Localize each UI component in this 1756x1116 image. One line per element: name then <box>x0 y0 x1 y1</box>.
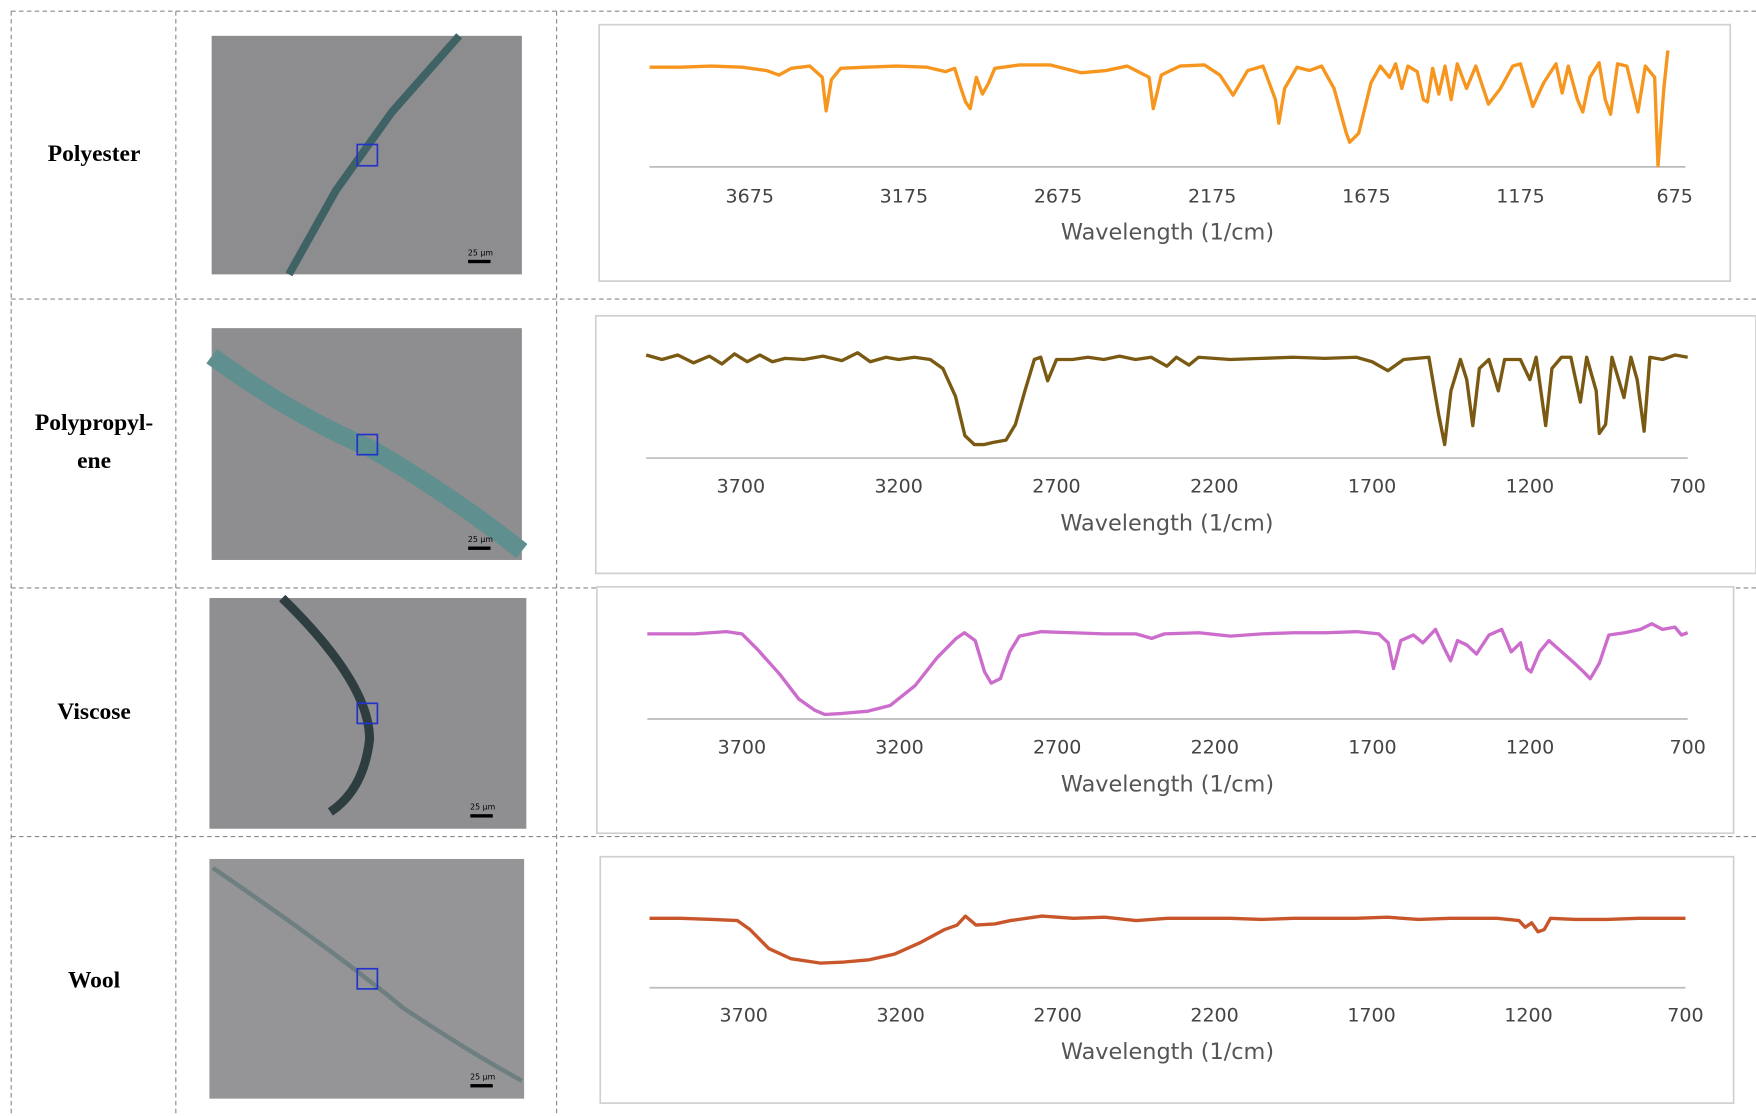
scale-bar <box>468 546 491 550</box>
x-axis-title: Wavelength (1/cm) <box>1061 219 1274 245</box>
micrograph <box>211 35 522 275</box>
x-axis-title: Wavelength (1/cm) <box>1061 772 1274 798</box>
x-tick-label: 2200 <box>1191 737 1239 759</box>
spectrum-line <box>649 50 1670 168</box>
roi <box>356 433 379 456</box>
x-tick-label: 3675 <box>726 186 774 208</box>
x-tick-label: 3700 <box>718 737 766 759</box>
x-tick-label: 2200 <box>1190 1004 1238 1026</box>
x-tick-label: 1200 <box>1504 1004 1552 1026</box>
x-tick-label: 3175 <box>880 186 928 208</box>
spectrum-line <box>645 351 1688 447</box>
x-tick-label: 1700 <box>1347 1004 1395 1026</box>
micrographs <box>206 33 528 1099</box>
fiber <box>279 594 375 816</box>
fiber <box>206 348 528 559</box>
x-tick-label: 3200 <box>874 476 922 498</box>
x-tick-label: 2700 <box>1032 476 1080 498</box>
x-tick-label: 1200 <box>1506 476 1554 498</box>
x-tick-label: 1175 <box>1496 186 1544 208</box>
scale-label: 25 µm <box>468 248 493 257</box>
fiber <box>211 866 523 1083</box>
row-label: Wool <box>68 968 121 994</box>
scale-label: 25 µm <box>468 535 493 544</box>
chart-frame <box>596 585 1735 835</box>
x-tick-label: 2675 <box>1034 186 1082 208</box>
scale-bar <box>470 814 493 818</box>
chart-frame <box>598 23 1732 282</box>
x-tick-label: 3200 <box>876 1004 924 1026</box>
roi <box>356 967 379 990</box>
fiber <box>285 33 463 277</box>
row-label: Viscose <box>57 699 131 725</box>
x-tick-label: 2200 <box>1190 476 1238 498</box>
x-tick-label: 2700 <box>1033 1004 1081 1026</box>
x-tick-label: 1675 <box>1342 186 1390 208</box>
scale-label: 25 µm <box>470 1073 495 1082</box>
roi <box>356 143 379 167</box>
scale-bar <box>470 1084 493 1088</box>
row-label: Polypropyl- <box>35 410 153 436</box>
x-tick-label: 2700 <box>1033 737 1081 759</box>
chart-frame <box>599 855 1735 1104</box>
x-tick-label: 1200 <box>1506 737 1554 759</box>
x-tick-label: 700 <box>1670 476 1706 498</box>
x-tick-label: 675 <box>1657 186 1693 208</box>
x-tick-label: 1700 <box>1348 476 1396 498</box>
x-tick-label: 3200 <box>875 737 923 759</box>
roi <box>356 702 379 725</box>
row-label: Polyester <box>48 141 141 167</box>
x-tick-label: 3700 <box>717 476 765 498</box>
scale-label: 25 µm <box>470 803 495 812</box>
spectrum-line <box>649 914 1686 965</box>
x-tick-label: 2175 <box>1188 186 1236 208</box>
x-axis-title: Wavelength (1/cm) <box>1061 1039 1274 1065</box>
x-tick-label: 3700 <box>720 1004 768 1026</box>
x-tick-label: 1700 <box>1348 737 1396 759</box>
spectrum-line <box>647 622 1689 717</box>
x-axis-title: Wavelength (1/cm) <box>1060 511 1273 537</box>
row-label: ene <box>77 448 111 474</box>
x-tick-label: 700 <box>1667 1004 1703 1026</box>
x-tick-label: 700 <box>1670 737 1706 759</box>
scale-bar <box>468 259 491 264</box>
